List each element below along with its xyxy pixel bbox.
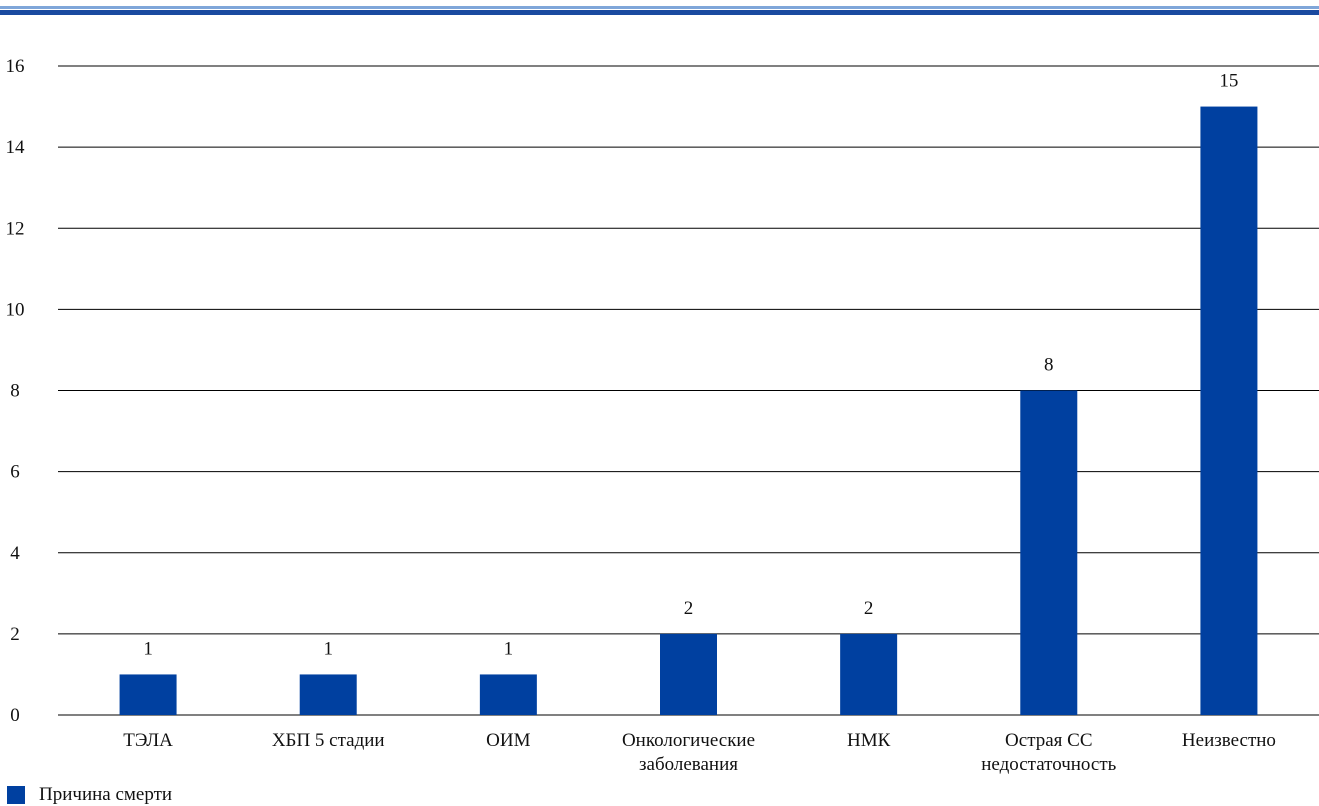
- data-label: 2: [864, 598, 874, 619]
- y-tick-label: 4: [10, 543, 20, 564]
- x-tick-label: ОИМ: [486, 730, 530, 751]
- y-tick-label: 14: [6, 137, 26, 158]
- x-tick-label: ТЭЛА: [123, 730, 173, 751]
- header-rule-dark: [0, 10, 1319, 15]
- bar: [479, 674, 537, 715]
- bar: [299, 674, 357, 715]
- data-label: 1: [143, 638, 153, 659]
- x-tick-label: НМК: [847, 730, 891, 751]
- x-tick-label: ХБП 5 стадии: [272, 730, 385, 751]
- data-label: 1: [323, 638, 333, 659]
- bar: [119, 674, 177, 715]
- y-tick-label: 6: [10, 462, 20, 483]
- data-label: 1: [504, 638, 514, 659]
- x-tick-label: Онкологические заболевания: [622, 730, 755, 775]
- y-tick-label: 2: [10, 624, 20, 645]
- bar: [1200, 106, 1258, 715]
- bar: [1020, 390, 1078, 715]
- x-tick-label: Острая СС недостаточность: [981, 730, 1116, 775]
- data-label: 2: [684, 598, 694, 619]
- y-tick-label: 0: [10, 705, 20, 726]
- y-tick-label: 16: [6, 56, 25, 77]
- x-axis-ticks: ТЭЛА ХБП 5 стадии ОИМ Онкологические заболев…: [123, 730, 1276, 775]
- legend-swatch: [7, 786, 25, 804]
- header-rule-light: [0, 6, 1319, 9]
- bar: [840, 633, 898, 715]
- y-tick-label: 8: [10, 381, 20, 402]
- x-tick-label: Неизвестно: [1182, 730, 1276, 751]
- legend-label: Причина смерти: [39, 784, 173, 805]
- bar: [660, 633, 717, 715]
- data-label: 15: [1219, 71, 1238, 92]
- header-rule: [0, 6, 1319, 15]
- bars: [119, 106, 1258, 715]
- legend: Причина смерти: [7, 785, 172, 805]
- y-tick-label: 10: [6, 299, 25, 320]
- data-label: 8: [1044, 355, 1054, 376]
- y-axis-ticks: 0 2 4 6 8 10 12 14 16: [6, 56, 26, 726]
- data-labels: 1 1 1 2 2 8 15: [143, 71, 1238, 660]
- y-tick-label: 12: [6, 218, 25, 239]
